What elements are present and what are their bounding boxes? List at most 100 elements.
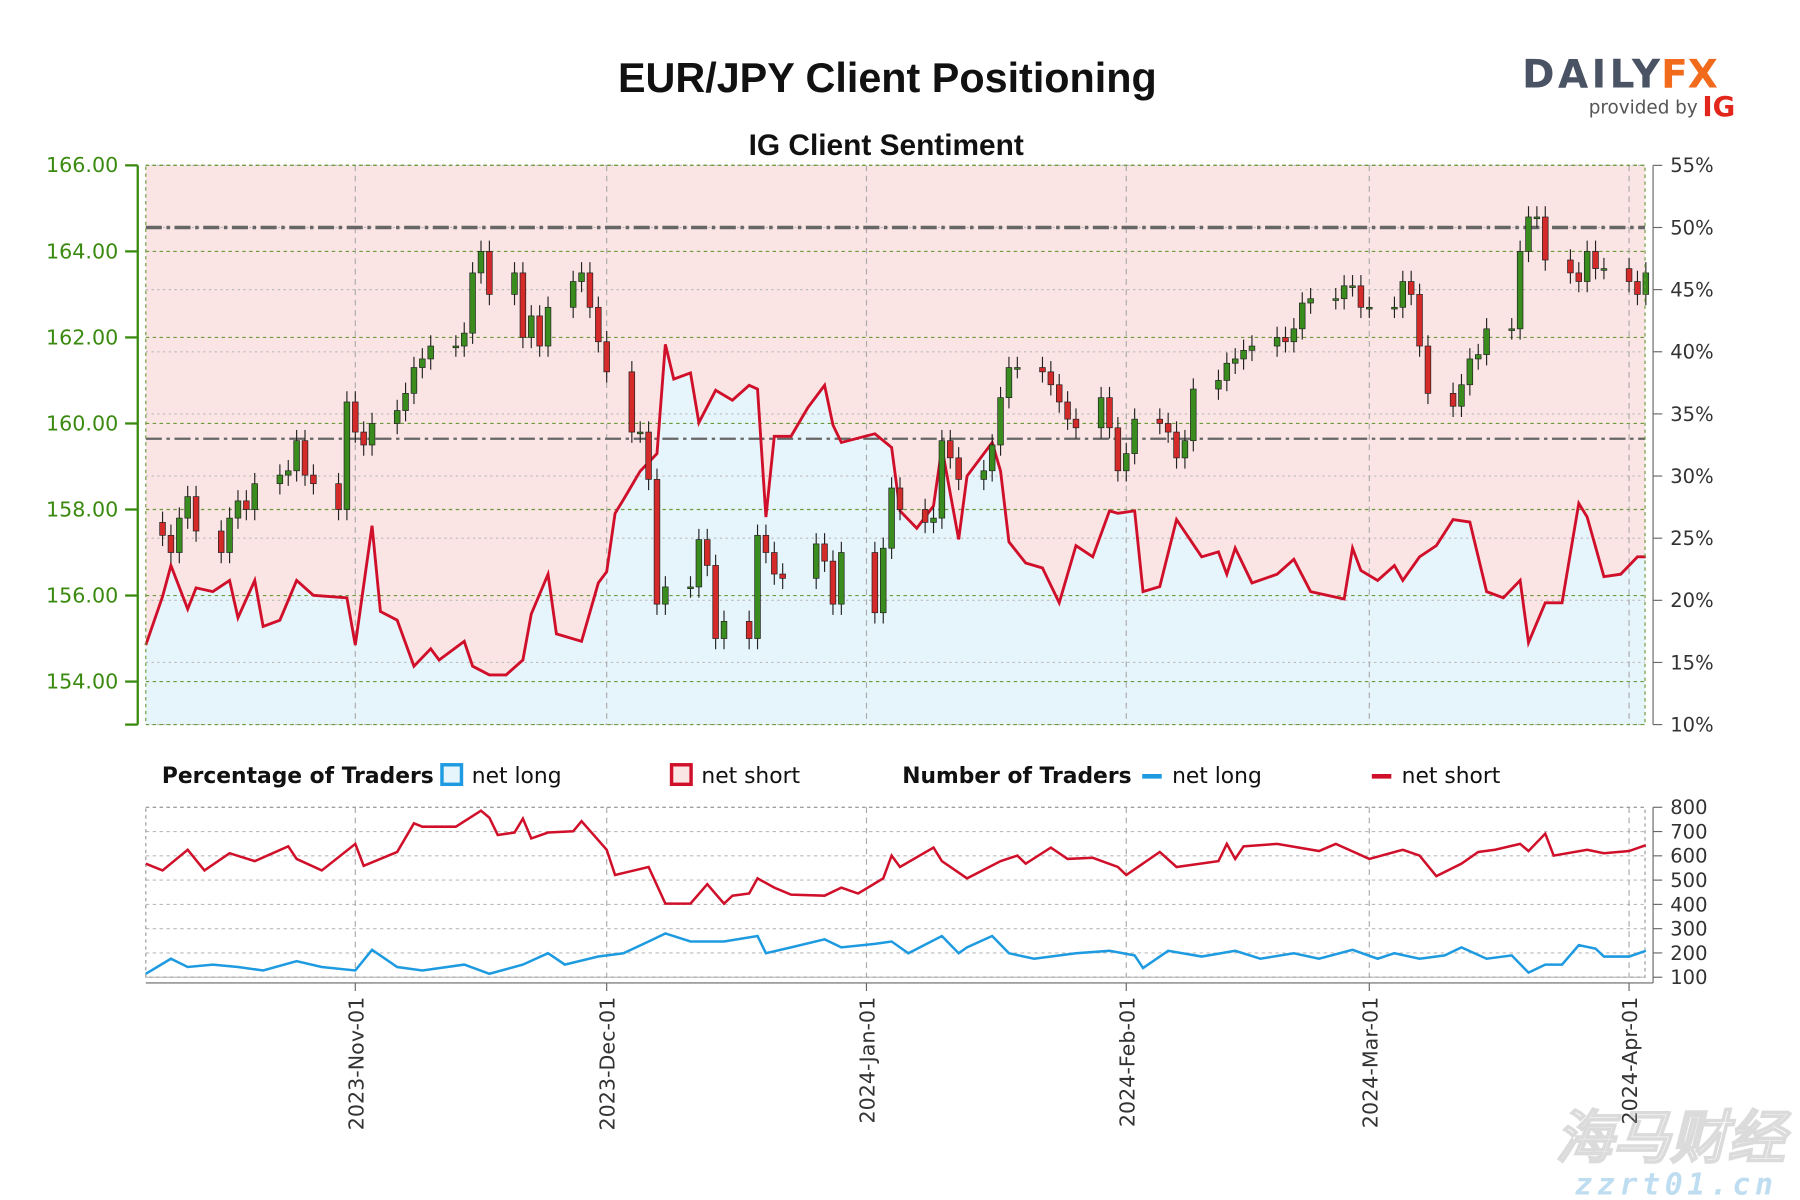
candle [1064, 401, 1071, 420]
candle [217, 530, 225, 553]
pct-tick-label: 45% [1670, 279, 1713, 302]
candle [310, 474, 317, 485]
net-long-pct-line [144, 343, 1646, 677]
candle [402, 393, 409, 411]
candle [1525, 216, 1532, 252]
svg-text:DAILY: DAILY [1522, 52, 1663, 97]
date-tick-label: 2024-Apr-01 [1618, 997, 1642, 1125]
candle [1273, 337, 1281, 347]
count-tick-label: 800 [1670, 796, 1707, 819]
candle [452, 345, 460, 349]
date-tick-label: 2024-Mar-01 [1358, 997, 1382, 1128]
svg-text:provided by: provided by [1589, 98, 1698, 119]
candle [293, 440, 300, 472]
candle [335, 483, 342, 510]
candle [1114, 427, 1122, 472]
candle [754, 534, 761, 639]
candle [1407, 281, 1415, 295]
pct-tick-label: 15% [1670, 651, 1713, 674]
candle [469, 272, 476, 334]
candle [544, 306, 552, 347]
svg-text:IG: IG [1702, 91, 1735, 123]
candle [159, 522, 166, 536]
candle [1106, 397, 1113, 429]
candle [427, 345, 434, 360]
candle [779, 573, 786, 579]
candle [1181, 440, 1189, 459]
candle [285, 470, 292, 476]
candle [1575, 272, 1583, 282]
candle [586, 272, 594, 308]
candle [1483, 328, 1490, 355]
count-tick-label: 100 [1670, 966, 1707, 989]
net-long-count-line [145, 932, 1647, 976]
candle [896, 487, 904, 510]
candle [838, 552, 845, 605]
candle [477, 251, 485, 274]
pct-tick-label: 10% [1670, 713, 1713, 736]
candle [1625, 268, 1633, 282]
candle [1542, 216, 1549, 261]
legend-pct-long: net long [472, 764, 562, 789]
price-tick-label: 160.00 [46, 411, 118, 435]
chart-title: EUR/JPY Client Positioning [618, 55, 1157, 101]
candle [1533, 216, 1541, 220]
net-short-count-line [145, 809, 1647, 906]
svg-text:zzrt01.cn: zzrt01.cn [1575, 1167, 1778, 1200]
candle [461, 332, 468, 347]
price-tick-label: 156.00 [46, 583, 118, 607]
count-plot-frame [145, 806, 1646, 978]
candle [762, 534, 770, 553]
net-long-area [145, 344, 1646, 725]
candle [1516, 251, 1524, 330]
price-tick-label: 154.00 [46, 669, 118, 693]
pct-tick-label: 25% [1670, 527, 1713, 550]
candle [1014, 367, 1021, 370]
candle [536, 315, 543, 347]
legend-num-short: net short [1402, 764, 1501, 789]
candle [1600, 268, 1608, 271]
candle [687, 586, 694, 590]
candle [486, 251, 493, 295]
price-tick-label: 158.00 [46, 497, 118, 521]
candle [1190, 388, 1197, 442]
legend-num-long: net long [1172, 764, 1262, 789]
candle [812, 543, 820, 579]
candle [821, 543, 828, 562]
candle [1156, 418, 1163, 424]
candle [192, 496, 200, 532]
candle [921, 509, 929, 523]
candle [771, 552, 778, 575]
candle [1231, 358, 1239, 364]
candle [653, 479, 661, 605]
candle [980, 470, 988, 480]
count-tick-label: 400 [1670, 893, 1707, 916]
candle [745, 621, 753, 639]
candle [1164, 423, 1172, 433]
candle [276, 474, 284, 485]
candle [1340, 285, 1348, 300]
candle [360, 431, 367, 446]
candle [1332, 298, 1339, 301]
watermark: 海马财经 zzrt01.cn [1555, 1104, 1793, 1200]
candle [947, 440, 954, 459]
date-tick-label: 2023-Nov-01 [344, 997, 368, 1131]
svg-text:海马财经: 海马财经 [1556, 1105, 1792, 1172]
candle [695, 539, 703, 588]
pct-tick-label: 55% [1670, 154, 1713, 177]
candle [1366, 306, 1373, 310]
candle [352, 401, 359, 433]
candle [637, 431, 644, 435]
legend-pct-long-swatch [440, 763, 464, 787]
count-tick-label: 300 [1670, 918, 1707, 941]
candle [1248, 345, 1256, 351]
legend-pct-short-swatch [669, 763, 693, 787]
candle [511, 272, 518, 295]
candle [528, 315, 535, 338]
candle [1391, 306, 1398, 310]
candle [1416, 294, 1423, 347]
candle [888, 487, 895, 549]
candle [1047, 371, 1055, 386]
candle [251, 483, 258, 510]
